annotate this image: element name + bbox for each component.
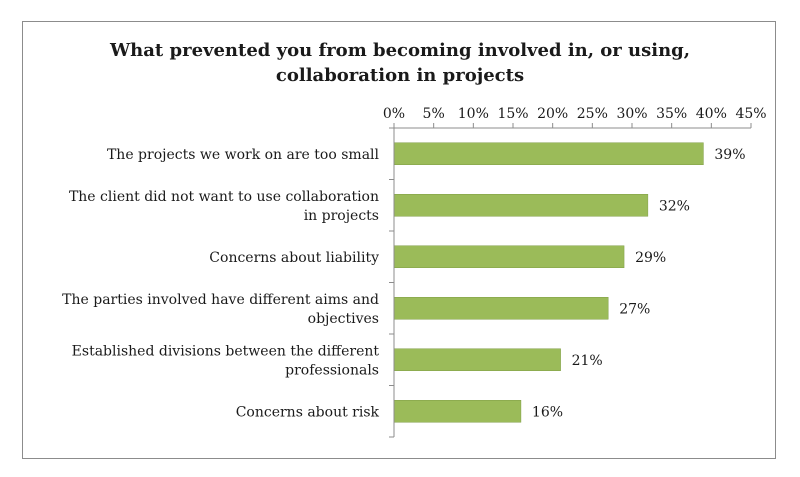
bar xyxy=(393,142,704,165)
chart-title-line-2: collaboration in projects xyxy=(276,65,524,86)
bar xyxy=(393,245,625,268)
category-label: The projects we work on are too small xyxy=(107,147,380,163)
bar xyxy=(393,297,609,320)
value-tick-label: 30% xyxy=(616,106,647,122)
bar-series: 39% 32% 29% 27% 21% 16% xyxy=(393,142,746,423)
value-tick-label: 20% xyxy=(537,106,568,122)
category-label: professionals xyxy=(285,362,379,378)
bar xyxy=(393,194,649,217)
bar-data-label: 32% xyxy=(659,198,690,214)
bar-data-label: 29% xyxy=(635,250,666,266)
category-label: Concerns about liability xyxy=(209,250,379,266)
value-tick-label: 25% xyxy=(577,106,608,122)
bar-data-label: 39% xyxy=(714,147,745,163)
value-tick-label: 5% xyxy=(423,106,445,122)
value-tick-label: 40% xyxy=(696,106,727,122)
category-label: in projects xyxy=(304,208,379,224)
bar-data-label: 21% xyxy=(572,353,603,369)
category-label: The client did not want to use collabora… xyxy=(69,189,379,205)
category-label: Established divisions between the differ… xyxy=(72,343,380,359)
category-axis: The projects we work on are too small The… xyxy=(62,127,395,438)
category-label: The parties involved have different aims… xyxy=(62,292,379,308)
value-axis: 0% 5% 10% 15% 20% 25% 30% 35% 40% 45% xyxy=(383,106,767,129)
category-label: Concerns about risk xyxy=(236,404,380,420)
bar-data-label: 27% xyxy=(619,301,650,317)
value-tick-label: 0% xyxy=(383,106,405,122)
value-tick-label: 15% xyxy=(497,106,528,122)
value-tick-label: 10% xyxy=(458,106,489,122)
chart-title-line-1: What prevented you from becoming involve… xyxy=(109,40,690,61)
bar xyxy=(393,400,522,423)
value-tick-label: 45% xyxy=(735,106,766,122)
chart-frame xyxy=(22,21,776,459)
bar xyxy=(393,348,561,371)
bar-data-label: 16% xyxy=(532,404,563,420)
category-label: objectives xyxy=(308,311,379,327)
value-tick-label: 35% xyxy=(656,106,687,122)
